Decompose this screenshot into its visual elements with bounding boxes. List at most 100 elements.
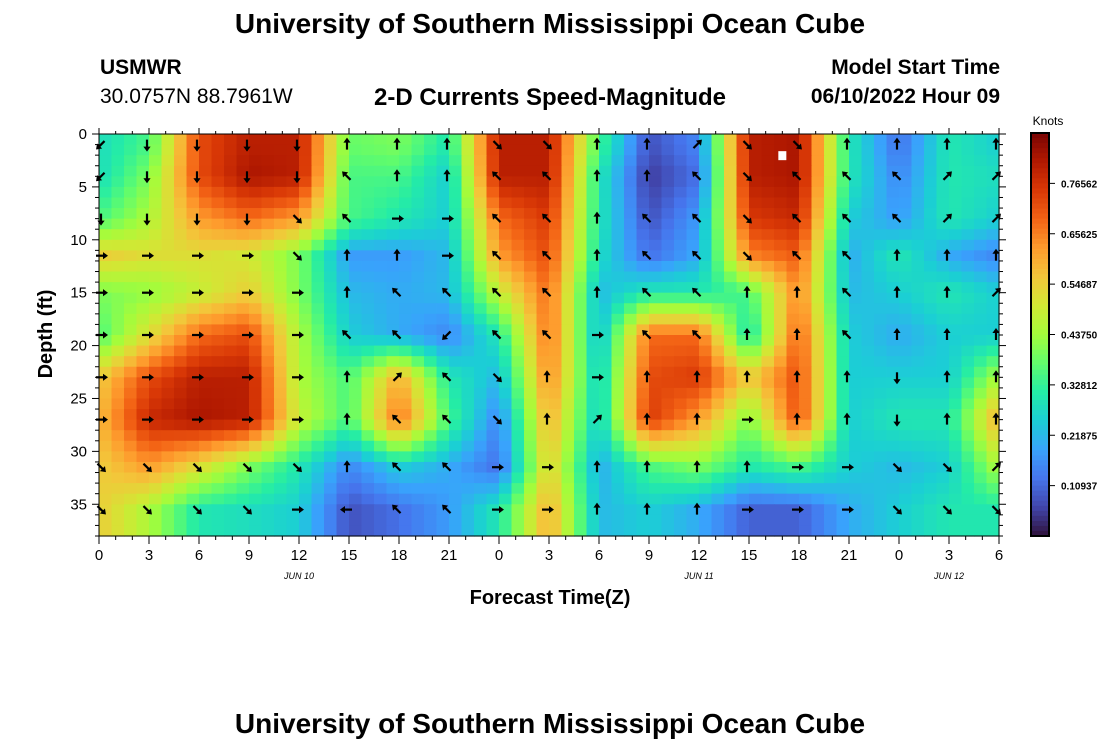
heatmap-cell	[661, 313, 675, 326]
heatmap-cell	[524, 229, 538, 241]
heatmap-cell	[136, 197, 150, 209]
heatmap-cell	[599, 218, 613, 230]
heatmap-cell	[449, 525, 463, 537]
heatmap-cell	[549, 451, 563, 463]
heatmap-cell	[761, 282, 775, 294]
heatmap-cell	[561, 451, 575, 463]
heatmap-cell	[749, 419, 763, 431]
heatmap-cell	[799, 292, 813, 304]
current-arrow	[193, 171, 201, 184]
heatmap-cell	[699, 176, 713, 188]
heatmap-cell	[536, 430, 550, 442]
heatmap-cell	[924, 250, 938, 262]
heatmap-cell	[199, 208, 213, 220]
heatmap-cell	[861, 144, 875, 156]
heatmap-cell	[149, 377, 163, 389]
current-arrow	[342, 171, 352, 181]
heatmap-cell	[211, 366, 225, 378]
heatmap-cell	[124, 483, 138, 495]
heatmap-cell	[436, 282, 450, 294]
heatmap-cell	[186, 440, 200, 452]
heatmap-cell	[711, 472, 725, 484]
heatmap-cell	[174, 303, 188, 315]
heatmap-cell	[124, 504, 138, 516]
heatmap-cell	[286, 239, 300, 251]
heatmap-cell	[849, 419, 863, 431]
current-arrow	[442, 287, 452, 298]
heatmap-cell	[249, 324, 263, 336]
heatmap-cell	[686, 366, 700, 378]
x-tick-label: 9	[645, 547, 653, 564]
heatmap-cell	[824, 229, 838, 241]
heatmap-cell	[736, 250, 750, 262]
heatmap-cell	[324, 493, 338, 505]
heatmap-cell	[186, 493, 200, 505]
heatmap-cell	[336, 218, 350, 230]
heatmap-cell	[311, 229, 325, 241]
heatmap-cell	[599, 176, 613, 188]
heatmap-cell	[536, 440, 550, 452]
heatmap-cell	[286, 345, 300, 357]
heatmap-cell	[199, 345, 213, 357]
heatmap-cell	[911, 208, 925, 220]
heatmap-cell	[161, 440, 175, 452]
heatmap-cell	[599, 398, 613, 410]
heatmap-cell	[474, 186, 488, 199]
heatmap-cell	[649, 345, 663, 357]
heatmap-cell	[611, 292, 625, 304]
heatmap-cell	[674, 324, 688, 336]
heatmap-cell	[186, 155, 200, 167]
heatmap-cell	[586, 440, 600, 452]
heatmap-cell	[149, 282, 163, 294]
x-tick-label: 6	[595, 547, 603, 564]
heatmap-cell	[161, 472, 175, 484]
heatmap-cell	[436, 356, 450, 368]
heatmap-cell	[224, 525, 238, 537]
heatmap-cell	[536, 313, 550, 326]
heatmap-cell	[674, 472, 688, 484]
heatmap-cell	[536, 303, 550, 315]
heatmap-cell	[149, 440, 163, 452]
heatmap-cell	[461, 377, 475, 389]
heatmap-cell	[461, 419, 475, 431]
heatmap-cell	[761, 504, 775, 516]
heatmap-cell	[361, 504, 375, 516]
heatmap-cell	[899, 525, 913, 537]
heatmap-cell	[399, 419, 413, 431]
heatmap-cell	[636, 472, 650, 484]
heatmap-cell	[274, 229, 288, 241]
heatmap-cell	[799, 504, 813, 516]
heatmap-cell	[311, 430, 325, 442]
heatmap-cell	[986, 440, 1000, 452]
heatmap-cell	[274, 218, 288, 230]
heatmap-cell	[374, 271, 388, 283]
heatmap-cell	[961, 440, 975, 452]
heatmap-cell	[949, 366, 963, 378]
heatmap-cell	[361, 155, 375, 167]
heatmap-cell	[786, 155, 800, 167]
heatmap-cell	[336, 377, 350, 389]
heatmap-cell	[236, 504, 250, 516]
heatmap-cell	[324, 387, 338, 400]
heatmap-cell	[649, 409, 663, 421]
heatmap-cell	[949, 208, 963, 220]
current-arrow	[943, 285, 951, 298]
heatmap-cell	[99, 387, 113, 400]
heatmap-cell	[336, 165, 350, 177]
heatmap-cell	[624, 197, 638, 209]
heatmap-cell	[624, 208, 638, 220]
heatmap-cell	[899, 176, 913, 188]
heatmap-cell	[374, 430, 388, 442]
heatmap-cell	[686, 451, 700, 463]
heatmap-cell	[974, 250, 988, 262]
heatmap-cell	[411, 260, 425, 273]
heatmap-cell	[399, 260, 413, 273]
heatmap-cell	[624, 134, 638, 146]
heatmap-cell	[724, 176, 738, 188]
heatmap-cell	[461, 134, 475, 146]
heatmap-cell	[636, 155, 650, 167]
heatmap-cell	[449, 356, 463, 368]
heatmap-cell	[899, 303, 913, 315]
heatmap-cell	[986, 387, 1000, 400]
heatmap-cell	[811, 208, 825, 220]
